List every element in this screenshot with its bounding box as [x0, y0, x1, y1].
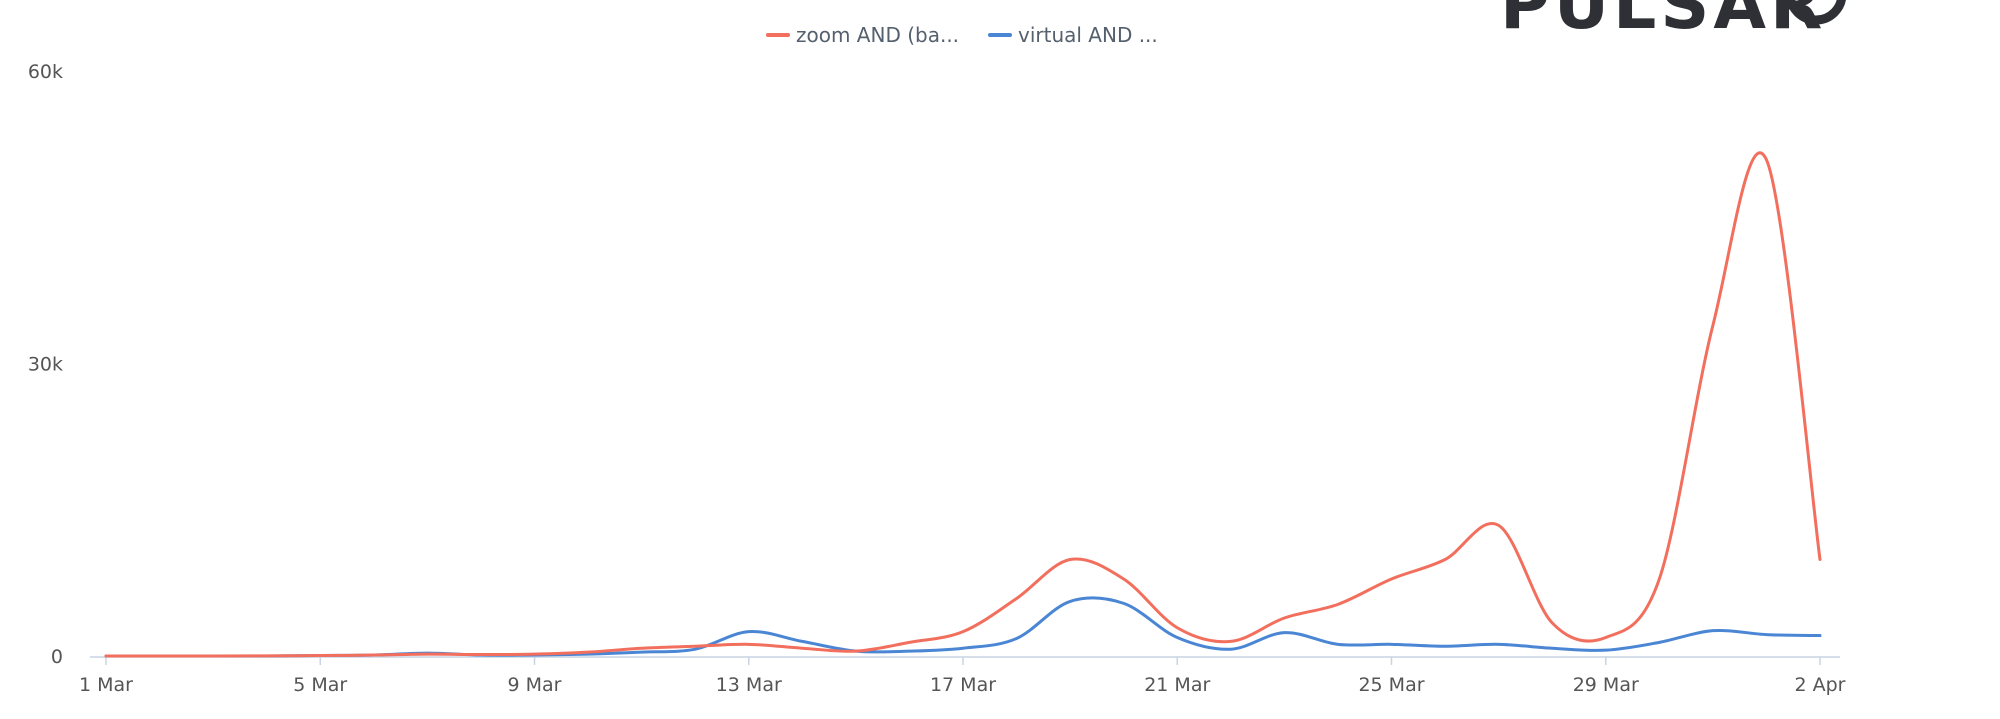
x-tick-label: 25 Mar [1358, 674, 1424, 696]
legend-item-virtual[interactable]: virtual AND ... [988, 23, 1158, 47]
legend-item-zoom[interactable]: zoom AND (ba... [766, 23, 959, 47]
logo-mark-icon [1786, 0, 1846, 25]
logo: PULSAR [1500, 0, 1846, 45]
series-layer [104, 151, 1822, 658]
x-tick-label: 9 Mar [508, 674, 562, 696]
x-tick-label: 17 Mar [930, 674, 996, 696]
y-tick-label: 60k [28, 61, 63, 83]
x-tick-label: 29 Mar [1573, 674, 1639, 696]
series-line-virtual[interactable] [104, 596, 1822, 658]
logo-text: PULSAR [1500, 0, 1826, 45]
x-tick-label: 21 Mar [1144, 674, 1210, 696]
legend-label-zoom: zoom AND (ba... [796, 23, 959, 47]
y-tick-label: 30k [28, 354, 63, 376]
x-tick-label: 1 Mar [79, 674, 133, 696]
x-tick-label: 2 Apr [1795, 674, 1846, 696]
x-tick-label: 13 Mar [716, 674, 782, 696]
series-line-zoom[interactable] [104, 151, 1822, 658]
axes: 0 30k 60k 1 Mar 5 Mar 9 Mar 13 Mar 17 Mar 21 Mar… [28, 61, 1846, 696]
y-tick-label: 0 [51, 646, 63, 668]
x-tick-label: 5 Mar [293, 674, 347, 696]
legend: zoom AND (ba... virtual AND ... [766, 23, 1158, 47]
legend-label-virtual: virtual AND ... [1018, 23, 1158, 47]
